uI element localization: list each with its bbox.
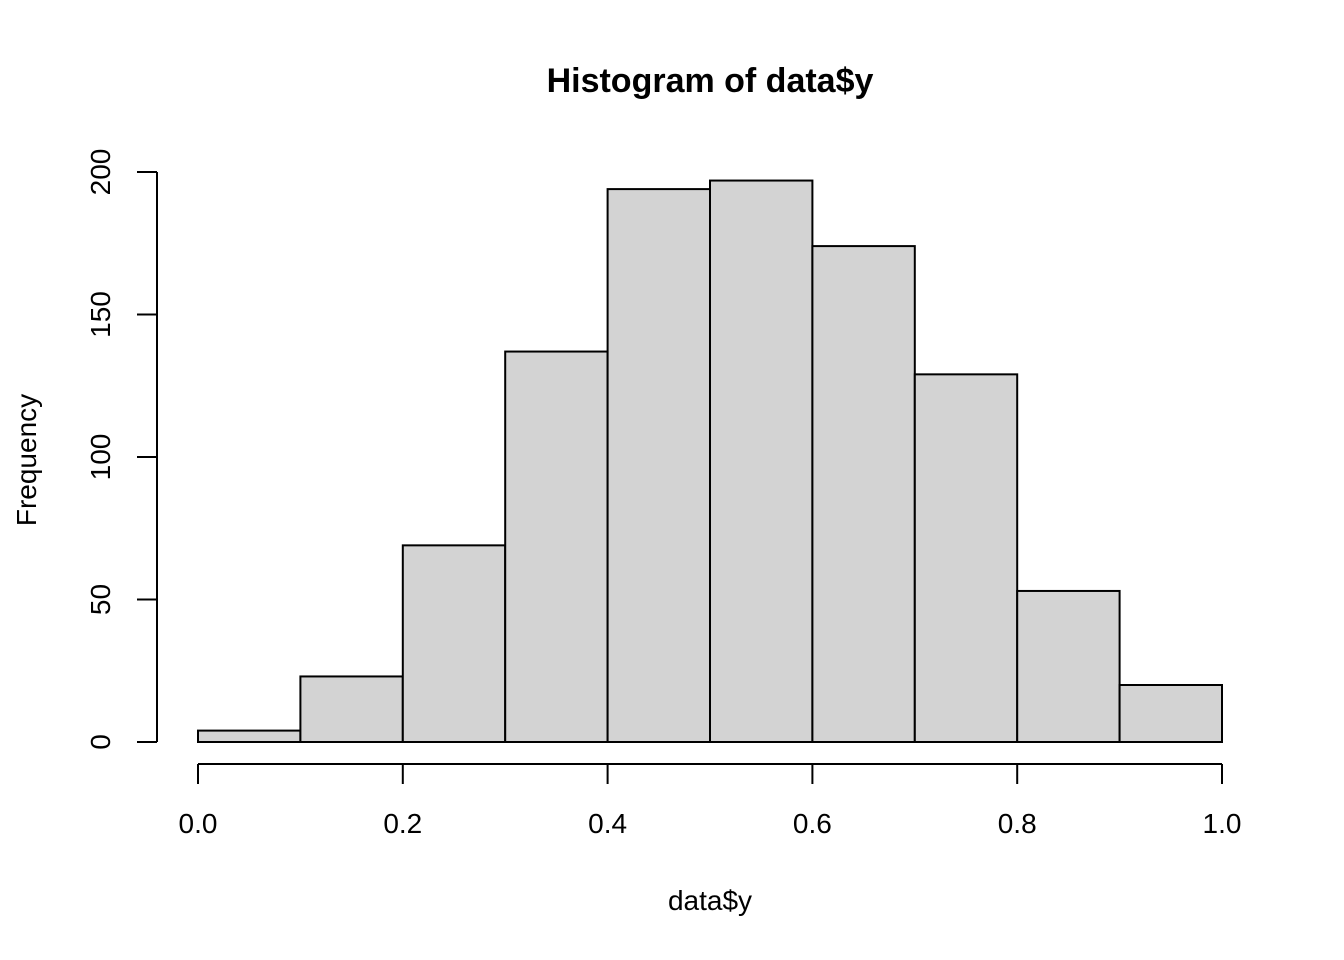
y-axis-label: Frequency: [11, 394, 42, 526]
histogram-bar: [197, 729, 302, 743]
x-tick-label: 0.4: [588, 808, 627, 839]
x-tick-label: 0.0: [179, 808, 218, 839]
x-tick-label: 0.2: [383, 808, 422, 839]
histogram-bar: [299, 675, 404, 744]
histogram-bar: [1016, 589, 1121, 744]
histogram-bar: [606, 188, 711, 744]
chart-title: Histogram of data$y: [547, 62, 874, 100]
histogram-bar: [504, 350, 609, 743]
x-axis: 0.0 0.2 0.4 0.6 0.8 1.0: [179, 763, 1242, 839]
histogram-bar: [811, 245, 916, 743]
y-tick-label: 150: [85, 291, 116, 338]
y-tick-label: 200: [85, 149, 116, 196]
histogram-bars: [197, 179, 1223, 744]
histogram-bar: [913, 373, 1019, 743]
x-tick-label: 0.8: [998, 808, 1037, 839]
y-tick-label: 0: [85, 734, 116, 750]
histogram-bar: [401, 544, 507, 743]
x-tick-label: 0.6: [793, 808, 832, 839]
y-axis: 0 50 100 150 200: [85, 149, 158, 750]
y-tick-label: 50: [85, 584, 116, 615]
histogram-bar: [1118, 684, 1223, 743]
x-tick-label: 1.0: [1203, 808, 1242, 839]
y-tick-label: 100: [85, 434, 116, 481]
histogram-bar: [709, 179, 814, 744]
x-axis-label: data$y: [668, 885, 752, 916]
